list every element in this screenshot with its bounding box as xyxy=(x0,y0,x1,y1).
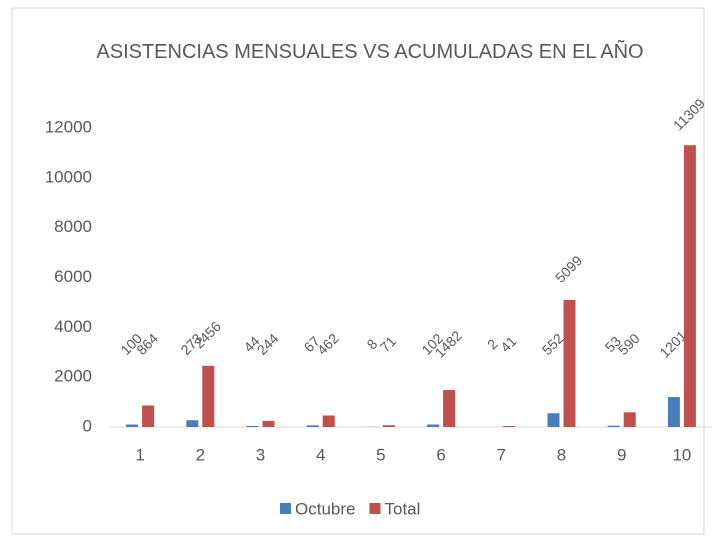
data-label: 590 xyxy=(615,330,643,358)
bar xyxy=(246,425,259,427)
legend-label: Octubre xyxy=(295,499,355,518)
bar xyxy=(503,425,516,427)
legend-swatch xyxy=(280,503,291,514)
bar xyxy=(607,425,620,427)
bar xyxy=(623,412,636,427)
data-label: 5099 xyxy=(552,252,585,285)
bar xyxy=(262,420,275,427)
x-tick-label: 6 xyxy=(436,445,445,464)
chart-title: ASISTENCIAS MENSUALES VS ACUMULADAS EN E… xyxy=(96,41,644,63)
x-tick-label: 1 xyxy=(135,445,144,464)
data-label: 552 xyxy=(539,330,567,358)
chart-border xyxy=(11,7,705,535)
bar xyxy=(142,405,155,427)
legend-label: Total xyxy=(384,499,420,518)
legend-swatch xyxy=(369,503,381,514)
y-tick-label: 12000 xyxy=(45,117,92,136)
data-label: 2456 xyxy=(191,318,224,351)
x-tick-label: 4 xyxy=(316,445,325,464)
bar xyxy=(443,390,456,427)
bar xyxy=(306,425,319,427)
bar xyxy=(683,145,696,428)
data-label: 41 xyxy=(497,333,519,355)
y-tick-label: 6000 xyxy=(54,267,92,286)
x-tick-label: 8 xyxy=(557,445,566,464)
bar xyxy=(186,420,199,427)
data-label: 11309 xyxy=(670,95,708,133)
y-tick-label: 10000 xyxy=(45,167,92,186)
x-tick-label: 7 xyxy=(497,445,506,464)
y-tick-label: 8000 xyxy=(54,217,92,236)
y-tick-label: 4000 xyxy=(54,317,92,336)
bar xyxy=(202,365,215,427)
y-tick-label: 2000 xyxy=(54,367,92,386)
data-label: 71 xyxy=(377,333,399,355)
x-tick-label: 3 xyxy=(256,445,265,464)
bar xyxy=(126,424,139,427)
x-tick-label: 5 xyxy=(376,445,385,464)
x-tick-label: 2 xyxy=(196,445,205,464)
x-tick-label: 10 xyxy=(672,445,691,464)
y-tick-label: 0 xyxy=(83,416,92,435)
data-label: 244 xyxy=(254,330,282,358)
bar xyxy=(667,397,680,427)
bar xyxy=(427,424,440,427)
bar xyxy=(547,413,560,427)
bar xyxy=(322,415,335,427)
data-label: 462 xyxy=(314,330,342,358)
bar xyxy=(563,299,576,427)
bar xyxy=(382,425,395,427)
x-tick-label: 9 xyxy=(617,445,626,464)
